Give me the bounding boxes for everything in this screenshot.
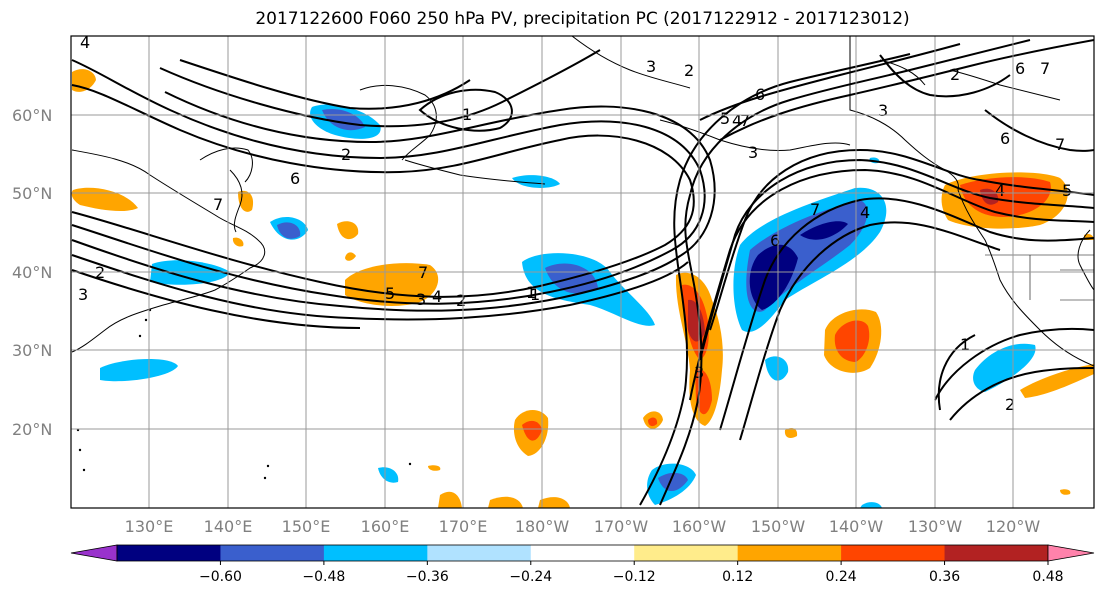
colorbar-cell: [117, 545, 221, 561]
colorbar-cell: [737, 545, 842, 561]
map-title: 2017122600 F060 250 hPa PV, precipitatio…: [255, 9, 910, 29]
colorbar-tick-label: −0.12: [613, 569, 656, 585]
lon-label: 160°E: [361, 517, 410, 536]
colorbar-cell: [323, 545, 428, 561]
contour-label: 6: [290, 169, 300, 188]
lon-label: 120°W: [986, 517, 1041, 536]
contour-label: 7: [213, 195, 223, 214]
colorbar-cell: [530, 545, 635, 561]
colorbar-tick-label: 0.24: [826, 569, 857, 585]
lon-label: 140°E: [204, 517, 253, 536]
colorbar-tick-label: −0.60: [199, 569, 242, 585]
contour-label: 2: [684, 61, 694, 80]
contour-label: 1: [526, 283, 536, 302]
contour-label: 1: [960, 335, 970, 354]
longitude-labels: 130°E 140°E 150°E 160°E 170°E 180°W 170°…: [125, 517, 1041, 536]
map-frame: [70, 35, 1095, 509]
colorbar-tick-label: 0.36: [929, 569, 960, 585]
contour-label: 6: [770, 231, 780, 250]
lon-label: 150°E: [282, 517, 331, 536]
contour-label: 3: [748, 143, 758, 162]
colorbar-extend-low: [70, 544, 118, 562]
gridlines: [71, 36, 1094, 508]
lon-label: 130°W: [908, 517, 963, 536]
contour-label: 4: [860, 203, 870, 222]
contour-labels: 4 7 2 1 6 7 4 2 3 2 6 5 4 7 1 5 3 3 7 1 …: [78, 33, 1072, 414]
contour-label: 3: [78, 285, 88, 304]
colorbar-cell: [841, 545, 946, 561]
lat-label: 50°N: [12, 184, 52, 203]
colorbar-tick-label: −0.36: [406, 569, 449, 585]
contour-label: 7: [1055, 135, 1065, 154]
lat-label: 40°N: [12, 263, 52, 282]
contour-label: 3: [646, 57, 656, 76]
contour-label: 4: [432, 287, 442, 306]
contour-label: 2: [341, 145, 351, 164]
contour-label: 1: [530, 285, 540, 304]
lon-label: 180°W: [515, 517, 570, 536]
contour-label: 4: [995, 181, 1005, 200]
contour-label: 6: [1015, 59, 1025, 78]
lon-label: 130°E: [125, 517, 174, 536]
contour-label: 4: [732, 111, 742, 130]
colorbar-extend-high: [1047, 544, 1095, 562]
lon-label: 170°E: [439, 517, 488, 536]
pv-contours: [71, 39, 1094, 506]
colorbar-tick-label: −0.24: [509, 569, 552, 585]
colorbar-cell: [427, 545, 532, 561]
contour-label: 5: [385, 284, 395, 303]
colorbar-tick-label: −0.48: [302, 569, 345, 585]
lon-label: 150°W: [751, 517, 806, 536]
contour-label: 5: [1062, 181, 1072, 200]
contour-label: 2: [1005, 395, 1015, 414]
contour-label: 3: [416, 290, 426, 309]
contour-label: 7: [810, 200, 820, 219]
lat-label: 60°N: [12, 106, 52, 125]
lat-label: 30°N: [12, 341, 52, 360]
colorbar-cell: [634, 545, 739, 561]
contour-label: 6: [1000, 129, 1010, 148]
colorbar-tick-label: 0.48: [1032, 569, 1063, 585]
political-borders: [985, 254, 1094, 301]
colorbar: −0.60 −0.48 −0.36 −0.24 −0.12 0.12 0.24 0.36 0.4…: [70, 544, 1095, 585]
colorbar-cell: [220, 545, 325, 561]
latitude-labels: 60°N 50°N 40°N 30°N 20°N: [12, 106, 52, 439]
contour-label: 4: [80, 33, 90, 52]
colorbar-cell: [944, 545, 1049, 561]
contour-label: 5: [720, 109, 730, 128]
contour-label: 2: [950, 65, 960, 84]
contour-label: 7: [740, 111, 750, 130]
lat-label: 20°N: [12, 420, 52, 439]
lon-label: 140°W: [829, 517, 884, 536]
lon-label: 160°W: [672, 517, 727, 536]
contour-label: 7: [1040, 59, 1050, 78]
lon-label: 170°W: [594, 517, 649, 536]
contour-label: 2: [456, 291, 466, 310]
colorbar-tick-label: 0.12: [722, 569, 753, 585]
contour-label: 6: [755, 85, 765, 104]
contour-label: 3: [878, 101, 888, 120]
coastlines: [71, 36, 1094, 367]
